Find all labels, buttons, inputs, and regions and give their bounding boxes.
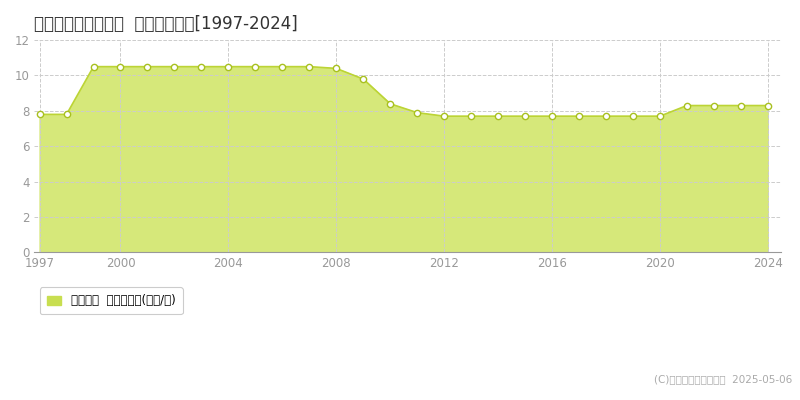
Legend: 基準地価  平均坪単価(万円/坪): 基準地価 平均坪単価(万円/坪) [40,287,182,314]
Text: 八丈島八丈町大賀郷  基準地価推移[1997-2024]: 八丈島八丈町大賀郷 基準地価推移[1997-2024] [34,15,298,33]
Text: (C)土地価格ドットコム  2025-05-06: (C)土地価格ドットコム 2025-05-06 [654,374,792,384]
